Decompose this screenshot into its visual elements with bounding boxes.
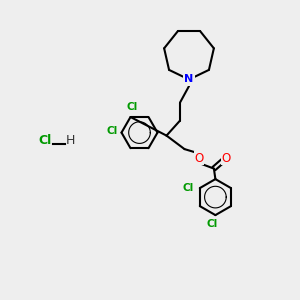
- Text: Cl: Cl: [107, 126, 118, 136]
- Text: O: O: [222, 152, 231, 165]
- Text: H: H: [66, 134, 75, 147]
- Text: Cl: Cl: [207, 219, 218, 229]
- Text: Cl: Cl: [38, 134, 52, 147]
- Text: O: O: [194, 152, 203, 165]
- Text: Cl: Cl: [182, 183, 194, 193]
- Text: Cl: Cl: [126, 102, 138, 112]
- Text: N: N: [184, 74, 194, 85]
